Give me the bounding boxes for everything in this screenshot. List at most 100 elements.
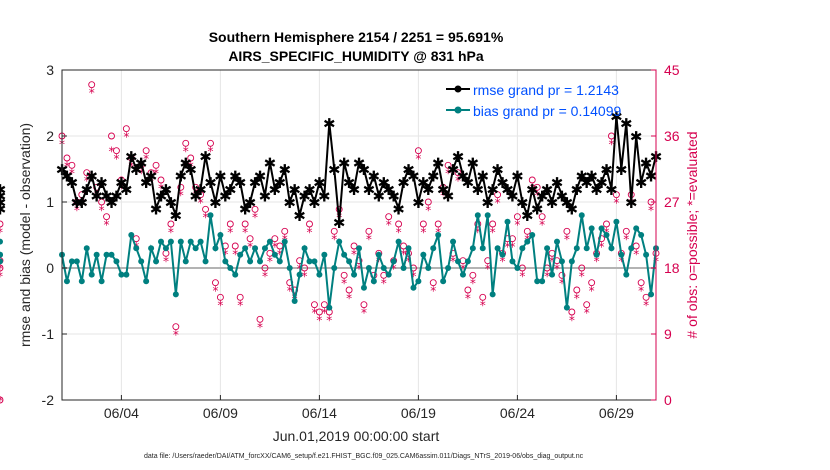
obs-possible-point <box>489 220 497 228</box>
obs-evaluated-point: * <box>0 262 3 276</box>
obs-evaluated-point: * <box>455 174 461 188</box>
rmse-point: ✱ <box>625 194 638 212</box>
rmse-point: ✱ <box>71 194 84 212</box>
bias-point <box>459 271 466 278</box>
bias-point <box>296 271 303 278</box>
obs-evaluated-point: * <box>237 299 243 313</box>
bias-point <box>212 245 219 252</box>
rmse-point: ✱ <box>620 115 633 133</box>
legend: rmse grand pr = 1.2143 bias grand pr = 0… <box>446 82 621 119</box>
obs-possible-point <box>167 220 175 228</box>
bias-point <box>0 258 3 265</box>
rmse-point: ✱ <box>125 148 138 166</box>
obs-possible-point <box>172 323 180 331</box>
bias-point <box>291 298 298 304</box>
bias-point <box>593 251 600 258</box>
obs-evaluated-point: * <box>138 167 144 181</box>
bias-point <box>202 258 209 265</box>
obs-evaluated-point: * <box>366 233 372 247</box>
rmse-point: ✱ <box>145 168 158 186</box>
rmse-point: ✱ <box>259 187 272 205</box>
obs-evaluated-point: * <box>505 240 511 254</box>
obs-evaluated-point: * <box>0 269 3 283</box>
rmse-point: ✱ <box>85 168 98 186</box>
obs-evaluated-point: * <box>430 284 436 298</box>
bias-point <box>380 265 387 271</box>
obs-evaluated-point: * <box>391 262 397 276</box>
bias-point <box>445 265 452 271</box>
obs-evaluated-point: * <box>584 306 590 320</box>
obs-possible-point <box>0 257 4 265</box>
rmse-point: ✱ <box>531 201 544 219</box>
rmse-point: ✱ <box>0 194 6 212</box>
rmse-point: ✱ <box>209 194 222 212</box>
obs-possible-point <box>271 235 279 243</box>
bias-point <box>474 212 481 219</box>
bias-point <box>440 278 447 285</box>
obs-possible-point <box>142 147 150 155</box>
obs-possible-point <box>98 198 106 206</box>
rmse-point: ✱ <box>516 194 529 212</box>
obs-evaluated-point: * <box>302 269 308 283</box>
obs-possible-point <box>642 293 650 301</box>
obs-evaluated-point: * <box>638 284 644 298</box>
obs-evaluated-point: * <box>247 240 253 254</box>
obs-possible-point <box>345 286 353 294</box>
legend-bias-marker <box>454 106 462 114</box>
rmse-point: ✱ <box>61 168 74 186</box>
bias-point <box>78 278 85 285</box>
bias-point <box>197 238 204 245</box>
y-tick-label: 0 <box>46 260 54 276</box>
bias-point <box>306 258 313 265</box>
obs-evaluated-point: * <box>118 181 124 195</box>
bias-point <box>266 238 273 245</box>
rmse-point: ✱ <box>274 174 287 192</box>
obs-possible-point <box>211 279 219 287</box>
rmse-point: ✱ <box>76 194 89 212</box>
bias-point <box>128 232 135 238</box>
bias-point <box>370 278 377 285</box>
rmse-point: ✱ <box>526 181 539 199</box>
obs-possible-point <box>558 271 566 279</box>
obs-possible-point <box>538 213 546 221</box>
rmse-point: ✱ <box>165 194 178 212</box>
bias-point <box>588 225 595 232</box>
rmse-point: ✱ <box>615 161 628 179</box>
obs-possible-point <box>281 227 289 235</box>
bias-point <box>509 258 516 265</box>
rmse-point: ✱ <box>194 181 207 199</box>
rmse-point: ✱ <box>348 181 361 199</box>
y-right-tick-label: 18 <box>664 260 680 276</box>
y-tick-label: 2 <box>46 128 54 144</box>
rmse-point: ✱ <box>229 168 242 186</box>
obs-possible-point <box>88 81 96 89</box>
bias-point <box>633 225 640 232</box>
obs-evaluated-point: * <box>113 152 119 166</box>
obs-possible-point <box>523 227 531 235</box>
footer-datafile: data file: /Users/raeder/DAI/ATM_forcXX/… <box>144 453 584 460</box>
rmse-point: ✱ <box>422 181 435 199</box>
bias-point <box>187 238 194 245</box>
bias-point <box>558 258 565 265</box>
rmse-point: ✱ <box>298 187 311 205</box>
rmse-point: ✱ <box>442 187 455 205</box>
rmse-point: ✱ <box>155 187 168 205</box>
obs-evaluated-point: * <box>485 262 491 276</box>
rmse-point: ✱ <box>392 201 405 219</box>
obs-possible-point <box>583 301 591 309</box>
rmse-point: ✱ <box>95 174 108 192</box>
bias-point <box>158 238 164 245</box>
rmse-point: ✱ <box>244 194 257 212</box>
rmse-point: ✱ <box>170 207 183 225</box>
obs-evaluated-point: * <box>64 159 70 173</box>
left-y-axis: -2 -1 0 1 2 3 <box>42 62 67 408</box>
obs-evaluated-point: * <box>326 313 332 327</box>
obs-evaluated-point: * <box>549 255 555 269</box>
bias-point <box>618 251 625 258</box>
bias-point <box>153 258 160 265</box>
obs-possible-point <box>578 264 586 272</box>
obs-evaluated-point: * <box>643 299 649 313</box>
bias-point <box>628 245 635 252</box>
rmse-point: ✱ <box>318 187 331 205</box>
x-tick-label: 06/09 <box>203 405 238 421</box>
